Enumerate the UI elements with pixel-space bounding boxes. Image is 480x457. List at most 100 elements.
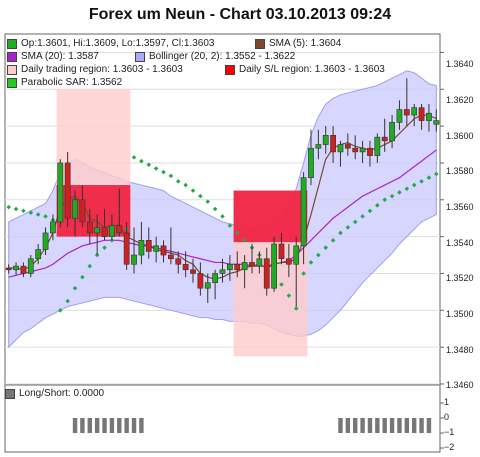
chart-legend: Op:1.3601, Hi:1.3609, Lo:1.3597, Cl:1.36… xyxy=(5,36,440,92)
candle xyxy=(352,135,359,160)
candle xyxy=(403,78,410,127)
candle xyxy=(5,264,12,274)
psar-dot xyxy=(279,282,284,287)
candle xyxy=(263,247,270,296)
psar-dot xyxy=(323,245,328,250)
candle xyxy=(308,129,314,186)
y-tick: 1.3540 xyxy=(446,238,474,248)
candle-body xyxy=(42,232,49,250)
legend-bollinger-text: Bollinger (20, 2): 1.3552 - 1.3622 xyxy=(149,51,296,62)
candle xyxy=(64,151,71,228)
candle-body xyxy=(109,225,115,237)
candle-body xyxy=(182,263,189,271)
long-short-bar xyxy=(419,418,424,433)
candle-body xyxy=(337,144,344,153)
long-short-bar xyxy=(345,418,351,433)
legend-sma20-swatch xyxy=(7,51,17,62)
candle-body xyxy=(330,135,336,153)
psar-dot xyxy=(87,263,93,269)
candle xyxy=(35,244,42,265)
legend-psar-swatch xyxy=(7,77,17,88)
legend-sma20-text: SMA (20): 1.3587 xyxy=(21,51,99,62)
long-short-bar xyxy=(411,418,417,433)
candle-body xyxy=(190,269,196,274)
long-short-bar xyxy=(367,418,373,433)
candle-body xyxy=(204,282,211,289)
long-short-bar xyxy=(353,418,358,433)
y-tick: 1.3520 xyxy=(446,273,474,283)
psar-dot xyxy=(411,182,417,188)
candle xyxy=(153,236,160,263)
long-short-swatch xyxy=(5,388,15,399)
candle-body xyxy=(101,227,108,237)
candle xyxy=(50,214,56,241)
candle-body xyxy=(123,232,130,265)
candle-body xyxy=(116,225,123,234)
y-tick: 1.3560 xyxy=(446,202,474,212)
candle xyxy=(42,227,49,256)
sl-region xyxy=(233,190,308,243)
candle-body xyxy=(271,243,277,289)
candle-body xyxy=(79,199,86,223)
candle xyxy=(396,100,403,130)
lower-y-tick: 0 xyxy=(444,412,450,422)
candle-body xyxy=(145,240,152,252)
candle-body xyxy=(263,258,270,289)
candle-body xyxy=(374,136,381,156)
candle-body xyxy=(322,135,329,145)
long-short-bar xyxy=(87,418,92,433)
chart-title: Forex um Neun - Chart 03.10.2013 09:24 xyxy=(88,6,392,23)
candle xyxy=(249,244,255,274)
candle-body xyxy=(72,199,78,219)
legend-ohlc-swatch xyxy=(7,38,17,49)
candle xyxy=(426,104,432,132)
candle xyxy=(57,159,64,228)
candle-body xyxy=(396,109,403,123)
legend-ohlc: Op:1.3601, Hi:1.3609, Lo:1.3597, Cl:1.36… xyxy=(7,38,214,49)
candle-body xyxy=(57,162,64,223)
psar-dot xyxy=(397,190,402,195)
candle-body xyxy=(241,262,248,271)
candle-body xyxy=(153,245,160,252)
long-short-bar xyxy=(80,418,85,433)
candle-body xyxy=(212,273,219,283)
long-short-bar xyxy=(389,418,395,433)
y-tick: 1.3640 xyxy=(446,59,474,69)
long-short-legend: Long/Short: 0.0000 xyxy=(5,388,104,399)
psar-dot xyxy=(367,208,373,214)
y-tick: 1.3500 xyxy=(446,309,474,319)
legend-sma5: SMA (5): 1.3604 xyxy=(255,38,341,49)
lower-panel xyxy=(4,384,441,453)
psar-dot xyxy=(65,298,70,304)
candle xyxy=(285,244,292,278)
candle xyxy=(315,129,322,160)
candle-body xyxy=(5,267,12,271)
candle xyxy=(367,140,373,167)
psar-dot xyxy=(404,186,410,191)
candle-body xyxy=(308,147,314,178)
legend-bollinger-swatch xyxy=(135,51,145,62)
candle xyxy=(168,227,174,265)
candle xyxy=(234,251,241,278)
candle-body xyxy=(418,107,425,121)
psar-dot xyxy=(21,208,26,214)
psar-dot xyxy=(293,306,299,311)
long-short-bar xyxy=(382,418,387,433)
long-short-bar xyxy=(102,418,107,433)
candle-body xyxy=(20,265,27,274)
candle-body xyxy=(175,258,182,265)
candle xyxy=(374,133,381,163)
candle xyxy=(101,209,108,241)
candle xyxy=(86,209,93,244)
candle xyxy=(190,258,196,283)
long-short-bar xyxy=(72,418,78,433)
long-short-bar xyxy=(117,418,122,433)
candle-body xyxy=(131,254,137,265)
candle-body xyxy=(426,112,432,121)
lower-y-tick: −1 xyxy=(444,427,455,437)
legend-bollinger: Bollinger (20, 2): 1.3552 - 1.3622 xyxy=(135,51,295,62)
candle xyxy=(131,227,137,274)
legend-sma5-text: SMA (5): 1.3604 xyxy=(269,38,342,49)
candle xyxy=(109,214,115,241)
